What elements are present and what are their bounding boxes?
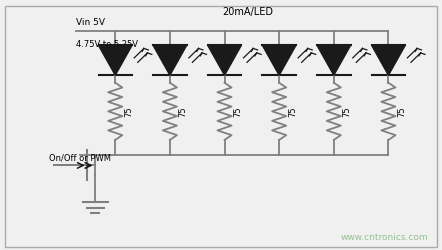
- Polygon shape: [317, 46, 351, 75]
- Polygon shape: [208, 46, 241, 75]
- Text: 20mA/LED: 20mA/LED: [222, 7, 273, 17]
- Polygon shape: [263, 46, 296, 75]
- Text: On/Off or PWM: On/Off or PWM: [49, 154, 111, 163]
- Text: Vin 5V: Vin 5V: [76, 18, 105, 27]
- Text: 75: 75: [288, 106, 297, 117]
- Text: 75: 75: [179, 106, 188, 117]
- Text: 75: 75: [233, 106, 242, 117]
- Text: 75: 75: [397, 106, 406, 117]
- Text: 75: 75: [343, 106, 351, 117]
- Polygon shape: [153, 46, 187, 75]
- Text: www.cntronics.com: www.cntronics.com: [340, 233, 428, 242]
- Text: 75: 75: [124, 106, 133, 117]
- Polygon shape: [99, 46, 132, 75]
- Polygon shape: [372, 46, 405, 75]
- Text: 4.75V to 5.25V: 4.75V to 5.25V: [76, 40, 137, 49]
